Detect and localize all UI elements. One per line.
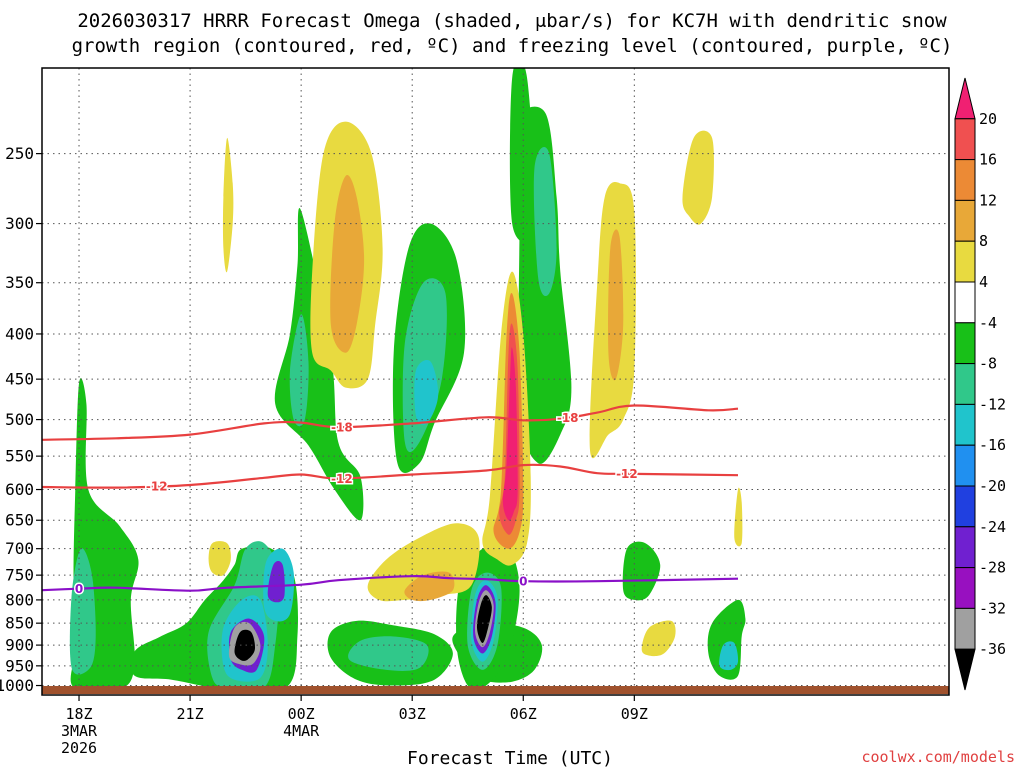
- colorbar-label-3: 8: [979, 232, 988, 250]
- xtick-label-09Z: 09Z: [621, 705, 648, 723]
- xtick-sublabel2-18Z: 2026: [61, 739, 97, 757]
- ytick-label-1000: 1000: [0, 676, 34, 695]
- omega-region-blue-d: [414, 360, 439, 425]
- contour-label-dgz-minus12-2: -12: [616, 467, 638, 481]
- omega-region-blue-j: [719, 641, 739, 671]
- colorbar-swatch-2: [954, 159, 976, 201]
- ytick-label-550: 550: [5, 447, 34, 466]
- omega-region-purple-b2: [267, 560, 285, 603]
- omega-region-black-b: [234, 629, 256, 661]
- xtick-label-18Z: 18Z: [65, 705, 92, 723]
- omega-region-teal-h: [348, 636, 429, 671]
- omega-region-teal-a: [69, 548, 96, 675]
- colorbar-swatch-3: [954, 199, 976, 242]
- ytick-label-300: 300: [5, 214, 34, 233]
- colorbar-cap-top: [954, 77, 976, 120]
- colorbar-swatch-7: [954, 363, 976, 405]
- colorbar-label-7: -12: [979, 395, 1006, 413]
- ytick-label-700: 700: [5, 539, 34, 558]
- xtick-label-03Z: 03Z: [399, 705, 426, 723]
- xtick-label-06Z: 06Z: [510, 705, 537, 723]
- omega-region-yellow-g: [208, 541, 231, 577]
- chart-title-line-1: 2026030317 HRRR Forecast Omega (shaded, …: [77, 10, 947, 32]
- omega-region-teal-e: [533, 147, 557, 297]
- omega-region-pink-c: [502, 347, 518, 521]
- colorbar-label-12: -32: [979, 599, 1006, 617]
- contour-freezing-level: [42, 575, 739, 592]
- contour-label-freezing-level-1: 0: [519, 575, 527, 589]
- contour-label-dgz-minus18-1: -18: [557, 411, 579, 425]
- x-axis-title: Forecast Time (UTC): [407, 748, 613, 768]
- contour-label-dgz-minus12-1: -12: [331, 472, 353, 486]
- ytick-label-650: 650: [5, 511, 34, 530]
- colorbar-label-11: -28: [979, 559, 1006, 577]
- omega-region-orange-f: [404, 571, 455, 602]
- omega-region-yellow-h: [641, 620, 676, 657]
- contour-label-freezing-level-0: 0: [75, 582, 83, 596]
- colorbar-label-1: 16: [979, 151, 997, 169]
- omega-region-black-i: [476, 595, 492, 643]
- xtick-sublabel1-00Z: 4MAR: [283, 722, 320, 740]
- ytick-label-750: 750: [5, 566, 34, 585]
- colorbar-label-8: -16: [979, 436, 1006, 454]
- omega-region-yellow-i: [734, 487, 743, 547]
- y-axis-ticks: 250 300 350 400 450 500 550 600 650 700 750 800 850 9…: [0, 144, 42, 695]
- omega-region-orange-b: [330, 175, 365, 353]
- ytick-label-800: 800: [5, 590, 34, 609]
- ytick-label-850: 850: [5, 614, 34, 633]
- contour-label-dgz-minus12-0: -12: [146, 480, 168, 494]
- plot-frame: [41, 67, 950, 696]
- colorbar-label-4: 4: [979, 273, 988, 291]
- omega-region-yellow-e: [682, 130, 714, 225]
- colorbar-label-9: -20: [979, 477, 1006, 495]
- xtick-label-00Z: 00Z: [288, 705, 315, 723]
- omega-region-teal-c: [289, 314, 309, 427]
- colorbar-swatch-9: [954, 444, 976, 487]
- colorbar-swatch-8: [954, 403, 976, 446]
- colorbar-label-10: -24: [979, 518, 1006, 536]
- colorbar-swatch-10: [954, 485, 976, 528]
- ytick-label-400: 400: [5, 324, 34, 343]
- contour-label-dgz-minus18-0: -18: [331, 420, 353, 434]
- colorbar: 20 16 12 8 4 -4 -8 -12 -16 -20 -24 -28 -32 -36: [954, 77, 1006, 691]
- contour-dgz-minus18: [42, 404, 739, 441]
- omega-region-orange-d: [608, 229, 624, 381]
- colorbar-label-0: 20: [979, 110, 997, 128]
- colorbar-swatch-12: [954, 567, 976, 609]
- colorbar-swatch-5: [954, 281, 976, 324]
- colorbar-cap-bottom: [954, 648, 976, 691]
- omega-region-yellow-a: [222, 137, 234, 273]
- ytick-label-450: 450: [5, 370, 34, 389]
- grid-lines: [42, 68, 949, 695]
- xtick-sublabel1-18Z: 3MAR: [61, 722, 98, 740]
- ytick-label-600: 600: [5, 480, 34, 499]
- colorbar-label-5: -4: [979, 314, 997, 332]
- colorbar-swatch-11: [954, 526, 976, 569]
- colorbar-label-2: 12: [979, 191, 997, 209]
- ytick-label-350: 350: [5, 273, 34, 292]
- ytick-label-900: 900: [5, 636, 34, 655]
- ytick-label-500: 500: [5, 410, 34, 429]
- temperature-contours: -18 -18 -12 -12 -12 0 0: [42, 404, 739, 598]
- ytick-label-250: 250: [5, 144, 34, 163]
- xtick-label-21Z: 21Z: [177, 705, 204, 723]
- omega-region-green-e2: [509, 68, 535, 242]
- colorbar-swatch-1: [954, 118, 976, 161]
- credit-text: coolwx.com/models: [861, 748, 1015, 766]
- ytick-label-950: 950: [5, 656, 34, 675]
- colorbar-label-6: -8: [979, 355, 997, 373]
- chart-title-line-2: growth region (contoured, red, ºC) and f…: [72, 35, 953, 57]
- omega-region-green-f: [622, 541, 661, 601]
- colorbar-swatch-13: [954, 607, 976, 650]
- ground-surface: [42, 686, 949, 694]
- omega-shading: [69, 68, 746, 693]
- colorbar-swatch-6: [954, 322, 976, 365]
- colorbar-swatch-4: [954, 240, 976, 283]
- colorbar-label-13: -36: [979, 640, 1006, 658]
- contour-dgz-minus12: [42, 463, 739, 489]
